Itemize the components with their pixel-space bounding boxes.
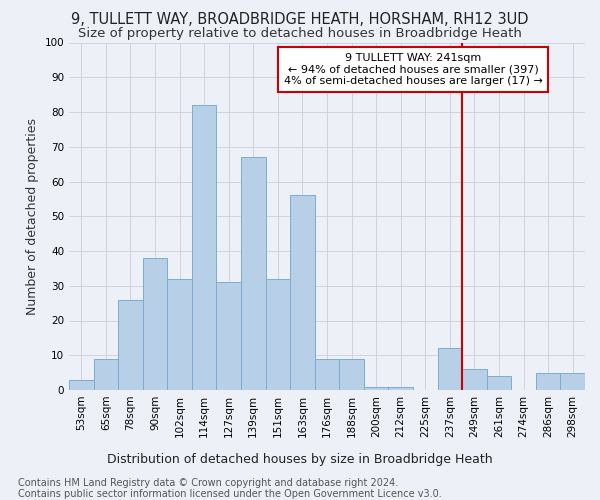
Bar	[290, 196, 315, 390]
Y-axis label: Number of detached properties: Number of detached properties	[26, 118, 39, 315]
Bar	[364, 386, 388, 390]
Text: Contains HM Land Registry data © Crown copyright and database right 2024.: Contains HM Land Registry data © Crown c…	[18, 478, 398, 488]
Bar	[69, 380, 94, 390]
Text: 9, TULLETT WAY, BROADBRIDGE HEATH, HORSHAM, RH12 3UD: 9, TULLETT WAY, BROADBRIDGE HEATH, HORSH…	[71, 12, 529, 28]
Text: Distribution of detached houses by size in Broadbridge Heath: Distribution of detached houses by size …	[107, 452, 493, 466]
Bar	[217, 282, 241, 390]
Bar	[315, 358, 339, 390]
Text: Contains public sector information licensed under the Open Government Licence v3: Contains public sector information licen…	[18, 489, 442, 499]
Bar	[192, 105, 217, 390]
Bar	[266, 279, 290, 390]
Bar	[437, 348, 462, 390]
Bar	[487, 376, 511, 390]
Bar	[94, 358, 118, 390]
Bar	[118, 300, 143, 390]
Bar	[536, 372, 560, 390]
Bar	[167, 279, 192, 390]
Bar	[462, 369, 487, 390]
Bar	[560, 372, 585, 390]
Text: Size of property relative to detached houses in Broadbridge Heath: Size of property relative to detached ho…	[78, 28, 522, 40]
Bar	[339, 358, 364, 390]
Bar	[388, 386, 413, 390]
Text: 9 TULLETT WAY: 241sqm
← 94% of detached houses are smaller (397)
4% of semi-deta: 9 TULLETT WAY: 241sqm ← 94% of detached …	[284, 53, 542, 86]
Bar	[143, 258, 167, 390]
Bar	[241, 157, 266, 390]
